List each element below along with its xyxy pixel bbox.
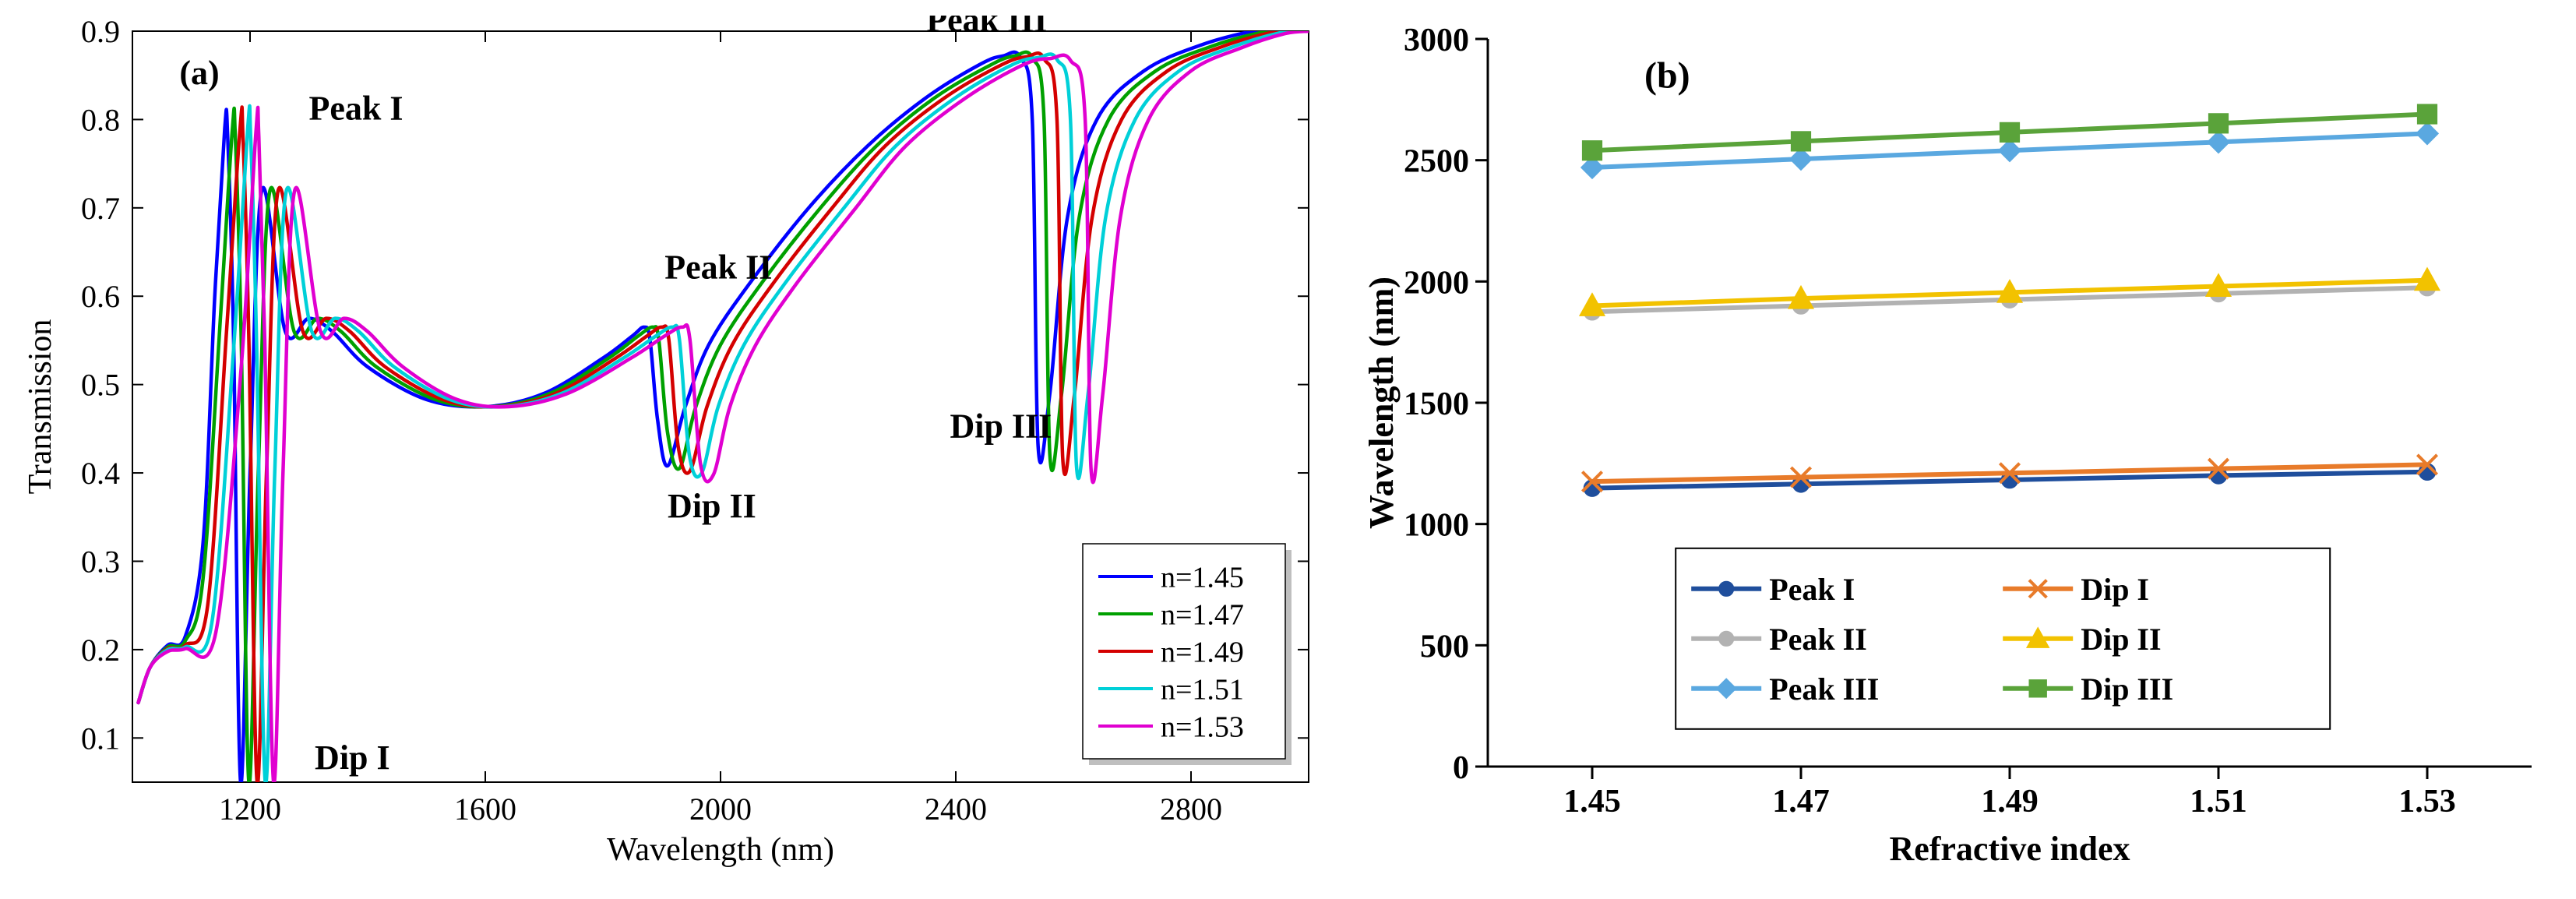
svg-text:2000: 2000 — [689, 791, 752, 827]
svg-text:1.47: 1.47 — [1772, 784, 1830, 820]
legend-item: Dip III — [2081, 672, 2173, 707]
svg-text:3000: 3000 — [1404, 23, 1469, 58]
svg-text:2800: 2800 — [1160, 791, 1222, 827]
svg-text:0.5: 0.5 — [81, 368, 120, 403]
svg-text:Wavelength (nm): Wavelength (nm) — [1362, 277, 1401, 529]
svg-text:1.49: 1.49 — [1981, 784, 2039, 820]
svg-text:1200: 1200 — [219, 791, 281, 827]
annotation: Peak I — [309, 89, 403, 127]
panel-b: 1.45 1.47 1.49 1.51 1.53 0 500 1000 1500 2000 2500… — [1355, 16, 2555, 883]
svg-text:500: 500 — [1420, 629, 1469, 665]
svg-text:0.4: 0.4 — [81, 456, 120, 491]
svg-text:1.51: 1.51 — [2190, 784, 2247, 820]
svg-text:Wavelength (nm): Wavelength (nm) — [607, 832, 834, 868]
svg-text:0.3: 0.3 — [81, 544, 120, 579]
legend-item: n=1.47 — [1161, 598, 1244, 631]
annotation: Peak II — [664, 249, 772, 287]
svg-text:Refractive index: Refractive index — [1889, 830, 2130, 868]
legend-item: Peak III — [1769, 672, 1879, 707]
legend-item: Dip I — [2081, 572, 2149, 607]
svg-text:0.6: 0.6 — [81, 279, 120, 314]
svg-text:0: 0 — [1453, 750, 1469, 786]
svg-text:1.53: 1.53 — [2398, 784, 2456, 820]
svg-text:1600: 1600 — [454, 791, 516, 827]
chart-a-svg: 1200 1600 2000 2400 2800 0.1 0.2 0.3 0.4 0.5 0.6 0.… — [16, 16, 1324, 883]
legend-item: n=1.53 — [1161, 710, 1244, 743]
svg-text:2400: 2400 — [925, 791, 987, 827]
svg-text:0.9: 0.9 — [81, 16, 120, 49]
annotation: Dip I — [315, 739, 390, 777]
svg-text:Transmission: Transmission — [23, 319, 58, 495]
svg-text:1000: 1000 — [1404, 508, 1469, 544]
panel-label-a: (a) — [179, 54, 219, 92]
legend-item: Dip II — [2081, 622, 2161, 657]
legend-item: Peak I — [1769, 572, 1855, 607]
panel-label-b: (b) — [1644, 55, 1690, 96]
svg-text:0.8: 0.8 — [81, 102, 120, 137]
annotation: Peak III — [926, 16, 1047, 39]
chart-b-svg: 1.45 1.47 1.49 1.51 1.53 0 500 1000 1500 2000 2500… — [1355, 16, 2555, 883]
svg-text:1500: 1500 — [1404, 386, 1469, 422]
panel-a: 1200 1600 2000 2400 2800 0.1 0.2 0.3 0.4 0.5 0.6 0.… — [16, 16, 1324, 883]
svg-text:1.45: 1.45 — [1563, 784, 1621, 820]
annotation: Dip II — [668, 487, 756, 525]
svg-text:0.2: 0.2 — [81, 633, 120, 668]
legend-item: n=1.51 — [1161, 673, 1244, 706]
annotation: Dip III — [950, 407, 1052, 446]
svg-text:2000: 2000 — [1404, 265, 1469, 301]
legend-item: n=1.45 — [1161, 561, 1244, 594]
svg-text:0.1: 0.1 — [81, 721, 120, 756]
svg-text:2500: 2500 — [1404, 144, 1469, 180]
legend-item: Peak II — [1769, 622, 1867, 657]
svg-text:0.7: 0.7 — [81, 191, 120, 226]
legend-item: n=1.49 — [1161, 636, 1244, 668]
